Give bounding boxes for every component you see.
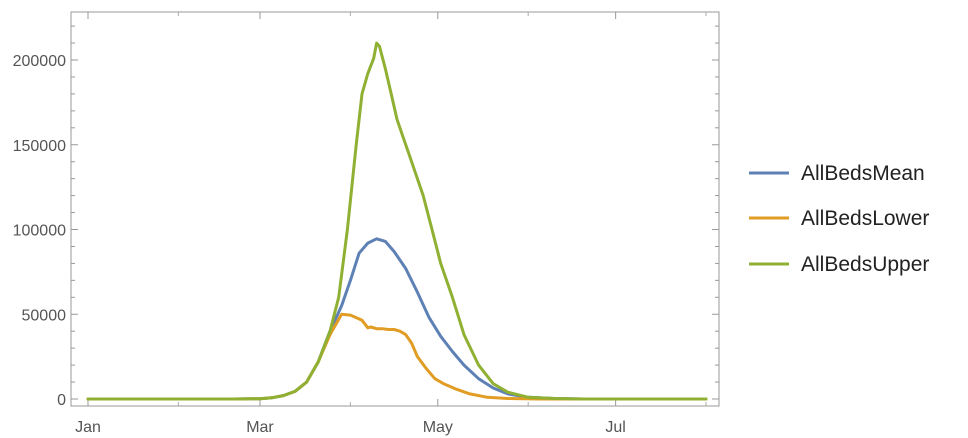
y-tick-label: 100000 xyxy=(13,223,66,240)
series-line-AllBedsUpper xyxy=(86,41,708,401)
legend-label: AllBedsUpper xyxy=(801,253,929,276)
x-tick-label: Mar xyxy=(246,419,274,436)
legend: AllBedsMean AllBedsLower AllBedsUpper xyxy=(749,162,929,276)
x-tick-label: Jul xyxy=(605,419,625,436)
x-tick-label: Jan xyxy=(75,419,101,436)
y-tick-label: 200000 xyxy=(13,53,66,70)
series-line-AllBedsLower xyxy=(86,312,708,401)
y-tick-label: 50000 xyxy=(22,307,67,324)
y-axis-tick-labels: 0 50000 100000 150000 200000 xyxy=(13,53,66,409)
y-tick-label: 0 xyxy=(57,392,66,409)
series-line-AllBedsMean xyxy=(86,237,708,401)
legend-label: AllBedsMean xyxy=(801,162,925,185)
legend-label: AllBedsLower xyxy=(801,207,929,230)
plot-frame xyxy=(70,11,720,407)
series-lines xyxy=(86,41,708,401)
axis-ticks xyxy=(71,12,719,406)
x-axis-tick-labels: Jan Mar May Jul xyxy=(75,419,626,436)
x-tick-label: May xyxy=(423,419,453,436)
y-tick-label: 150000 xyxy=(13,138,66,155)
